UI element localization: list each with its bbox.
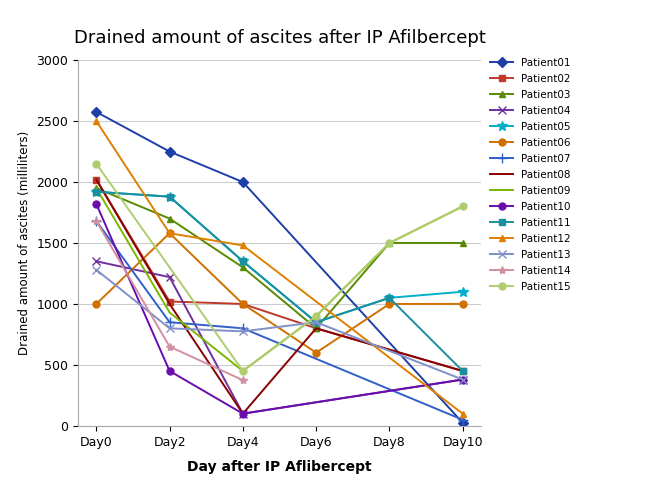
Patient15 xyxy=(312,313,320,319)
Patient06 xyxy=(312,350,320,356)
Line: Patient12: Patient12 xyxy=(93,118,466,417)
Patient01 xyxy=(92,109,100,115)
Patient04 xyxy=(239,411,247,417)
Patient03 xyxy=(92,185,100,191)
Patient06 xyxy=(239,301,247,307)
Patient03 xyxy=(459,240,467,246)
Line: Patient14: Patient14 xyxy=(92,217,247,384)
Patient12 xyxy=(92,118,100,124)
Patient13 xyxy=(92,267,100,273)
Legend: Patient01, Patient02, Patient03, Patient04, Patient05, Patient06, Patient07, Pat: Patient01, Patient02, Patient03, Patient… xyxy=(490,58,571,292)
Patient02 xyxy=(312,325,320,331)
Title: Drained amount of ascites after IP Afilbercept: Drained amount of ascites after IP Afilb… xyxy=(73,30,486,48)
Patient11 xyxy=(92,189,100,195)
Line: Patient13: Patient13 xyxy=(92,266,467,384)
Line: Patient11: Patient11 xyxy=(93,188,466,374)
Patient09 xyxy=(166,310,174,316)
Patient13 xyxy=(166,325,174,331)
Line: Patient08: Patient08 xyxy=(96,179,463,414)
Patient05 xyxy=(166,194,174,200)
Patient10 xyxy=(92,201,100,207)
Patient05 xyxy=(92,189,100,195)
Patient08 xyxy=(166,301,174,307)
Patient09 xyxy=(239,368,247,374)
Patient02 xyxy=(166,299,174,305)
X-axis label: Day after IP Aflibercept: Day after IP Aflibercept xyxy=(187,460,372,473)
Patient07 xyxy=(459,417,467,423)
Patient08 xyxy=(312,325,320,331)
Line: Patient06: Patient06 xyxy=(93,230,466,356)
Patient12 xyxy=(239,242,247,248)
Patient11 xyxy=(166,194,174,200)
Patient09 xyxy=(385,240,393,246)
Patient06 xyxy=(459,301,467,307)
Line: Patient07: Patient07 xyxy=(92,216,467,425)
Patient14 xyxy=(92,218,100,224)
Patient15 xyxy=(92,161,100,167)
Patient02 xyxy=(92,176,100,182)
Patient05 xyxy=(459,289,467,295)
Patient13 xyxy=(459,377,467,383)
Line: Patient01: Patient01 xyxy=(93,108,466,426)
Patient07 xyxy=(239,325,247,331)
Patient14 xyxy=(166,344,174,350)
Line: Patient10: Patient10 xyxy=(93,200,466,417)
Patient11 xyxy=(385,295,393,301)
Patient07 xyxy=(166,319,174,325)
Y-axis label: Drained amount of ascites (milliliters): Drained amount of ascites (milliliters) xyxy=(18,131,31,355)
Patient04 xyxy=(166,274,174,280)
Line: Patient09: Patient09 xyxy=(96,188,463,371)
Patient09 xyxy=(459,203,467,209)
Line: Patient04: Patient04 xyxy=(92,257,467,418)
Line: Patient03: Patient03 xyxy=(93,185,466,332)
Patient15 xyxy=(239,368,247,374)
Patient15 xyxy=(459,203,467,209)
Patient02 xyxy=(239,301,247,307)
Patient10 xyxy=(459,377,467,383)
Line: Patient15: Patient15 xyxy=(93,160,466,374)
Patient03 xyxy=(166,215,174,221)
Patient15 xyxy=(385,240,393,246)
Patient05 xyxy=(312,319,320,325)
Patient12 xyxy=(459,411,467,417)
Patient04 xyxy=(92,259,100,265)
Patient07 xyxy=(92,218,100,224)
Patient13 xyxy=(239,328,247,334)
Patient05 xyxy=(239,259,247,265)
Patient11 xyxy=(312,319,320,325)
Patient09 xyxy=(92,185,100,191)
Patient11 xyxy=(239,259,247,265)
Patient08 xyxy=(92,176,100,182)
Patient01 xyxy=(239,179,247,185)
Patient10 xyxy=(166,368,174,374)
Patient04 xyxy=(459,377,467,383)
Patient03 xyxy=(312,325,320,331)
Patient09 xyxy=(312,313,320,319)
Patient01 xyxy=(166,149,174,155)
Patient06 xyxy=(385,301,393,307)
Line: Patient05: Patient05 xyxy=(92,187,467,327)
Line: Patient02: Patient02 xyxy=(93,176,466,374)
Patient13 xyxy=(312,319,320,325)
Patient08 xyxy=(239,411,247,417)
Patient10 xyxy=(239,411,247,417)
Patient14 xyxy=(239,377,247,383)
Patient01 xyxy=(459,420,467,426)
Patient11 xyxy=(459,368,467,374)
Patient03 xyxy=(239,265,247,271)
Patient08 xyxy=(459,368,467,374)
Patient12 xyxy=(166,230,174,236)
Patient06 xyxy=(166,230,174,236)
Patient05 xyxy=(385,295,393,301)
Patient03 xyxy=(385,240,393,246)
Patient02 xyxy=(459,368,467,374)
Patient06 xyxy=(92,301,100,307)
